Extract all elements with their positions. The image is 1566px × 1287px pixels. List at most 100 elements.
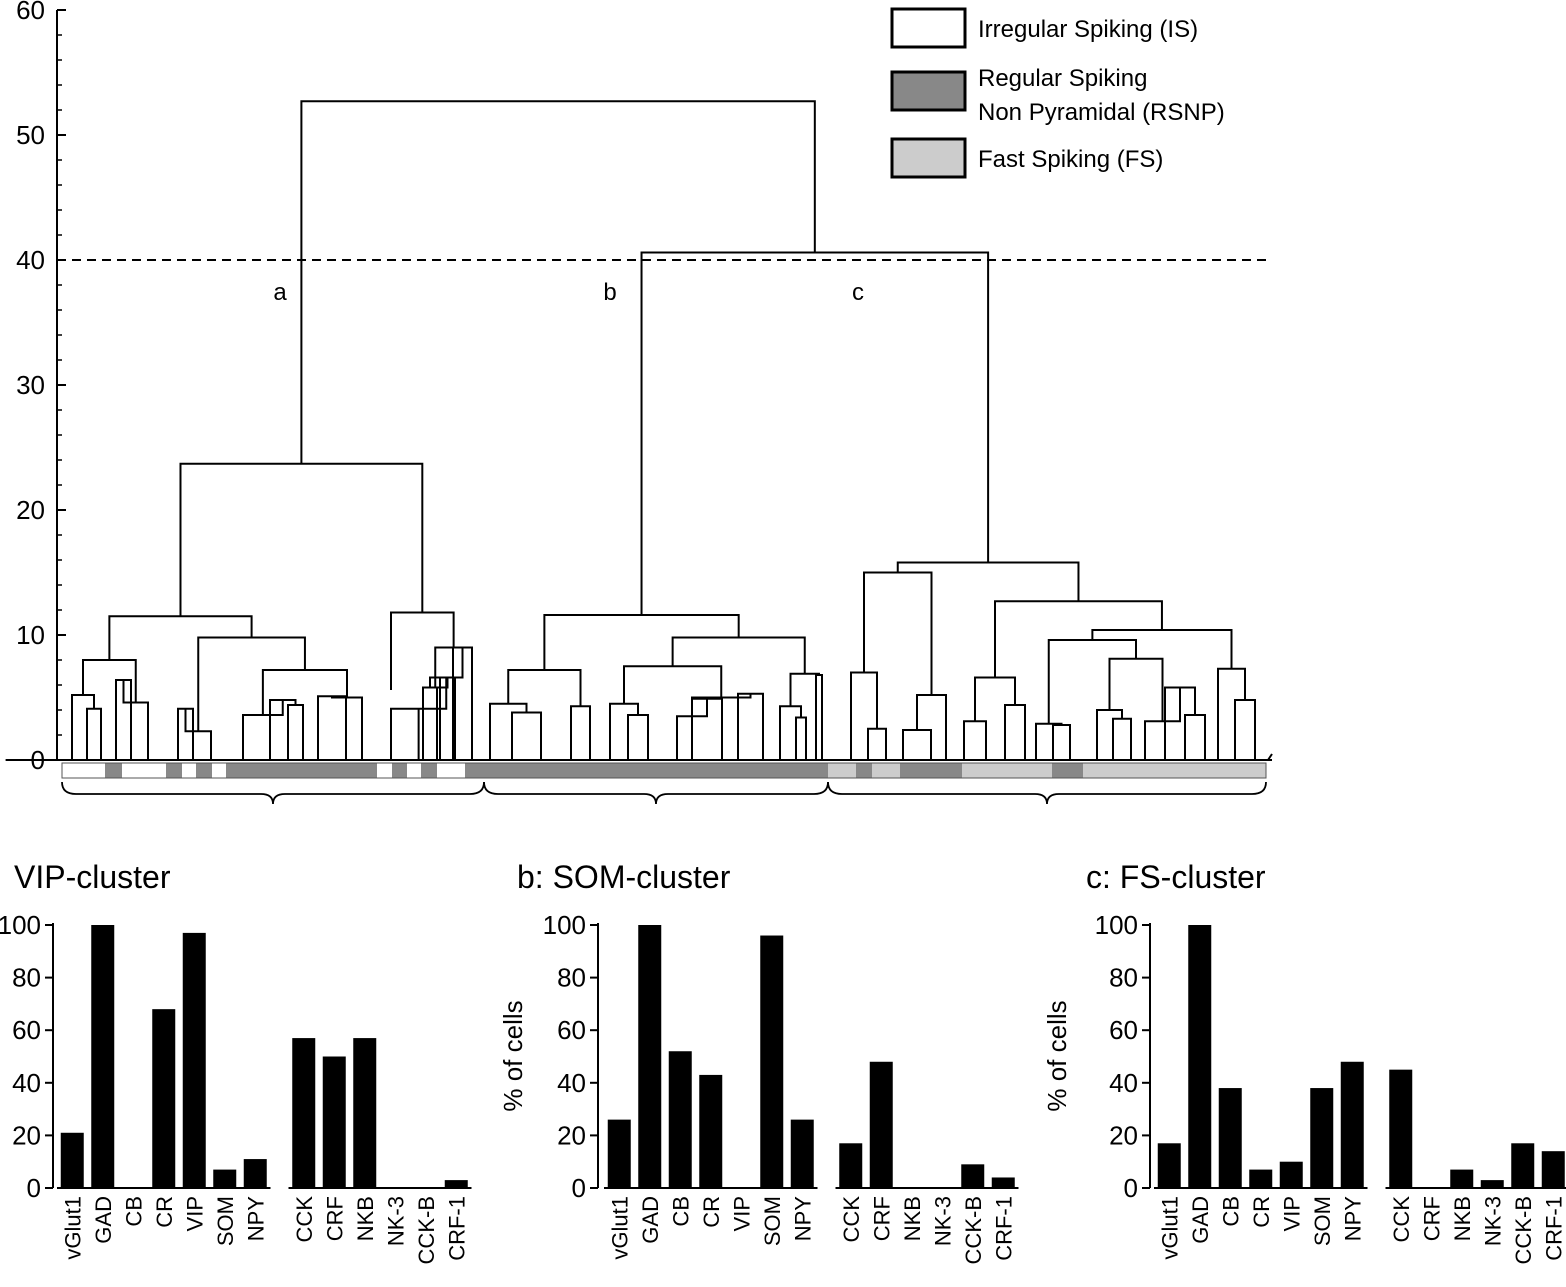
dendrogram-link bbox=[507, 669, 582, 707]
dendrogram-link bbox=[902, 729, 932, 760]
dendrogram-link bbox=[5, 708, 420, 761]
category-label: CRF bbox=[322, 1196, 347, 1241]
category-label: CR bbox=[699, 1196, 724, 1228]
panel-y-label: % of cells bbox=[1042, 1000, 1072, 1111]
bar bbox=[638, 925, 662, 1188]
firing-type-segment bbox=[122, 763, 166, 778]
category-label: GAD bbox=[638, 1196, 663, 1244]
dendrogram-link bbox=[1217, 667, 1246, 760]
bar bbox=[1389, 1069, 1413, 1188]
panel-title: VIP-cluster bbox=[14, 859, 171, 895]
bar bbox=[1157, 1143, 1181, 1188]
bar bbox=[961, 1164, 985, 1188]
som-cluster-panel: b: SOM-cluster % of cells 0 20 40 60 80 100 vGlu… bbox=[498, 859, 1019, 1264]
dendrogram-link bbox=[815, 674, 823, 760]
category-label: CRF-1 bbox=[991, 1196, 1016, 1261]
category-label: NK-3 bbox=[383, 1196, 408, 1246]
dendro-tick-label: 60 bbox=[16, 0, 45, 25]
firing-type-segment bbox=[166, 763, 182, 778]
panel-y-tick-label: 80 bbox=[12, 963, 41, 993]
dendrogram-link bbox=[896, 561, 1080, 602]
dendro-tick-label: 10 bbox=[16, 620, 45, 650]
firing-type-strip-border bbox=[61, 762, 1267, 779]
panel-y-tick-label: 60 bbox=[1109, 1015, 1138, 1045]
dendrogram-link bbox=[511, 711, 542, 760]
legend-swatch bbox=[890, 137, 967, 179]
category-label: CR bbox=[1249, 1196, 1274, 1228]
category-label: NKB bbox=[1450, 1196, 1475, 1241]
legend-label: Irregular Spiking (IS) bbox=[978, 16, 1198, 43]
dendrogram-link bbox=[863, 571, 933, 695]
dendrogram-link bbox=[543, 614, 740, 670]
bar bbox=[243, 1159, 267, 1188]
category-label: CCK bbox=[292, 1196, 317, 1243]
panel-y-tick-label: 100 bbox=[543, 910, 586, 940]
legend: Irregular Spiking (IS) Regular Spiking Non… bbox=[890, 7, 1225, 179]
firing-type-segment bbox=[900, 763, 962, 778]
category-label: CRF bbox=[1419, 1196, 1444, 1241]
bar bbox=[1249, 1169, 1273, 1188]
category-label: vGlut1 bbox=[1157, 1196, 1182, 1260]
bar bbox=[1541, 1151, 1565, 1188]
category-label: CRF-1 bbox=[444, 1196, 469, 1261]
category-label: CB bbox=[1218, 1196, 1243, 1227]
firing-type-segment bbox=[392, 763, 407, 778]
panel-y-tick-label: 40 bbox=[1109, 1068, 1138, 1098]
dendrogram-link bbox=[671, 636, 806, 674]
category-label: NPY bbox=[243, 1196, 268, 1242]
panel-y-tick-label: 20 bbox=[557, 1120, 586, 1150]
category-label: vGlut1 bbox=[60, 1196, 85, 1260]
panel-y-tick-label: 20 bbox=[12, 1120, 41, 1150]
firing-type-segment bbox=[465, 763, 828, 778]
panel-y-tick-label: 60 bbox=[12, 1015, 41, 1045]
dendrogram-link bbox=[1096, 709, 1123, 760]
category-label: VIP bbox=[729, 1196, 754, 1231]
bar bbox=[869, 1061, 893, 1188]
bar bbox=[699, 1074, 723, 1188]
firing-type-segment bbox=[828, 763, 856, 778]
dendrogram-link bbox=[795, 716, 807, 760]
legend-label: Non Pyramidal (RSNP) bbox=[978, 99, 1225, 126]
panel-title: b: SOM-cluster bbox=[517, 859, 731, 895]
category-label: CR bbox=[152, 1196, 177, 1228]
dendrogram-link bbox=[789, 672, 820, 707]
bar bbox=[353, 1038, 377, 1188]
category-label: CRF-1 bbox=[1541, 1196, 1566, 1261]
category-label: SOM bbox=[213, 1196, 238, 1246]
dendrogram-link bbox=[1052, 724, 1071, 760]
cluster-brace bbox=[61, 781, 485, 805]
dendrogram-link bbox=[640, 251, 990, 615]
dendrogram-link bbox=[570, 705, 591, 760]
firing-type-segment bbox=[407, 763, 421, 778]
category-label: vGlut1 bbox=[607, 1196, 632, 1260]
category-label: VIP bbox=[1279, 1196, 1304, 1231]
bar bbox=[182, 932, 206, 1188]
bar bbox=[152, 1009, 176, 1188]
dendrogram-link bbox=[609, 702, 639, 760]
firing-type-segment bbox=[377, 763, 392, 778]
dendrogram-link bbox=[317, 695, 347, 760]
bar bbox=[213, 1169, 237, 1188]
category-label: GAD bbox=[91, 1196, 116, 1244]
firing-type-segment bbox=[226, 763, 377, 778]
bar bbox=[1279, 1161, 1303, 1188]
firing-type-segment bbox=[1083, 763, 1266, 778]
bar bbox=[760, 935, 784, 1188]
panel-y-tick-label: 0 bbox=[1124, 1173, 1138, 1203]
bar bbox=[668, 1051, 692, 1188]
firing-type-segment bbox=[182, 763, 196, 778]
dendrogram-link bbox=[86, 707, 102, 760]
firing-type-segment bbox=[196, 763, 212, 778]
bar bbox=[292, 1038, 316, 1188]
category-label: NK-3 bbox=[930, 1196, 955, 1246]
panel-y-tick-label: 40 bbox=[557, 1068, 586, 1098]
firing-type-segment bbox=[437, 763, 465, 778]
bar bbox=[839, 1143, 863, 1188]
firing-type-segment bbox=[62, 763, 105, 778]
bar bbox=[1310, 1088, 1334, 1188]
category-label: CCK-B bbox=[961, 1196, 986, 1264]
cluster-label-b: b bbox=[603, 279, 616, 306]
cluster-brace bbox=[827, 781, 1267, 805]
dendrogram-link bbox=[179, 462, 424, 617]
